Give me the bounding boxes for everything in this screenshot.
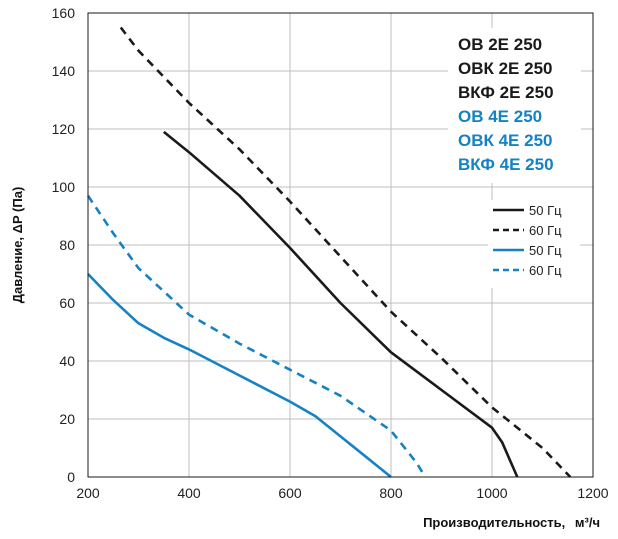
plot-frame [87,12,594,478]
x-tick-label-800: 800 [379,485,403,501]
y-tick-labels: 0 20 40 60 80 100 120 140 160 [52,5,76,485]
x-tick-label-1000: 1000 [476,485,507,501]
y-tick-label-120: 120 [52,121,76,137]
model-box: ОВ 2Е 250 ОВК 2Е 250 ВКФ 2Е 250 ОВ 4Е 25… [448,28,581,183]
x-axis-title: Производительность, м³/ч [423,515,600,530]
x-tick-label-400: 400 [177,485,201,501]
series-line-black-solid-50hz [162,130,519,478]
x-tick-label-600: 600 [278,485,302,501]
model-label-black-3: ВКФ 2Е 250 [458,83,554,102]
legend-bg [488,200,580,288]
series-line-blue-dashed-60hz [86,194,427,478]
model-label-black-1: ОВ 2Е 250 [458,35,542,54]
x-tick-label-1200: 1200 [577,485,608,501]
legend-label-blue-dashed: 60 Гц [529,263,562,278]
y-tick-label-20: 20 [59,411,75,427]
series-line-black-dashed-60hz [119,26,572,478]
model-label-blue-3: ВКФ 4Е 250 [458,155,554,174]
x-axis-title-text: Производительность, [423,515,565,530]
series-line-blue-solid-50hz [87,273,392,479]
legend-label-black-dashed: 60 Гц [529,223,562,238]
x-tick-labels: 200 400 600 800 1000 1200 [76,485,608,501]
y-tick-label-100: 100 [52,179,76,195]
x-tick-label-200: 200 [76,485,100,501]
y-axis-title: Давление, ΔP (Па) [10,187,25,304]
y-tick-label-60: 60 [59,295,75,311]
legend-label-blue-solid: 50 Гц [529,243,562,258]
x-axis-unit: м³/ч [575,515,600,530]
model-label-blue-1: ОВ 4Е 250 [458,107,542,126]
legend: 50 Гц 60 Гц 50 Гц 60 Гц [488,200,580,288]
y-tick-label-80: 80 [59,237,75,253]
model-label-blue-2: ОВК 4Е 250 [458,131,552,150]
series-lines [86,26,572,479]
y-tick-label-40: 40 [59,353,75,369]
y-tick-label-0: 0 [67,469,75,485]
y-tick-label-140: 140 [52,63,76,79]
y-tick-label-160: 160 [52,5,76,21]
legend-label-black-solid: 50 Гц [529,203,562,218]
model-label-black-2: ОВК 2Е 250 [458,59,552,78]
model-box-bg [448,28,581,183]
